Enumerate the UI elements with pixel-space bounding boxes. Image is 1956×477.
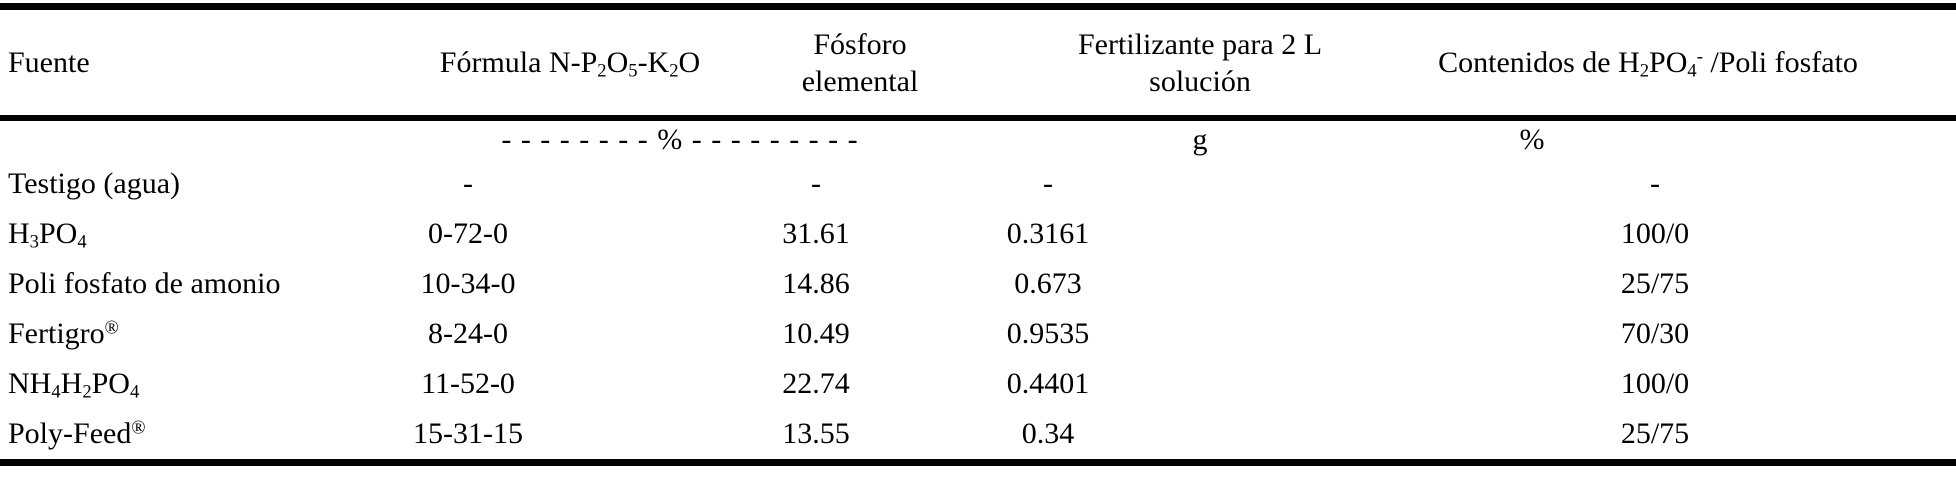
units-percent-dashes: - - - - - - - - % - - - - - - - - - — [501, 123, 859, 156]
col-header-fuente: Fuente — [0, 6, 390, 121]
cell-contenidos: 25/75 — [1620, 417, 1690, 450]
cell-fuente: Testigo (agua) — [8, 167, 181, 200]
cell-fertilizante: 0.673 — [1014, 267, 1082, 300]
col-header-fosforo-elemental: Fósforo elemental — [750, 6, 970, 121]
cell-contenidos: 25/75 — [1620, 267, 1690, 300]
fertilizer-sources-table: Fuente Fórmula N-P2O5-K2O Fósforo element… — [0, 3, 1956, 466]
cell-contenidos: 70/30 — [1620, 317, 1690, 350]
cell-fertilizante: 0.34 — [1021, 417, 1075, 450]
table-row: Poly-Feed® 15-31-15 13.55 0.34 25/75 — [0, 409, 1956, 463]
table-row: NH4H2PO4 11-52-0 22.74 0.4401 100/0 — [0, 359, 1956, 409]
table-row: H3PO4 0-72-0 31.61 0.3161 100/0 — [0, 209, 1956, 259]
cell-formula: 8-24-0 — [428, 317, 508, 350]
cell-fosforo: 10.49 — [782, 317, 850, 350]
cell-formula: 0-72-0 — [428, 217, 508, 250]
cell-fertilizante: 0.3161 — [1006, 217, 1090, 250]
cell-fosforo: 14.86 — [782, 267, 850, 300]
table-header: Fuente Fórmula N-P2O5-K2O Fósforo element… — [0, 6, 1956, 121]
header-row: Fuente Fórmula N-P2O5-K2O Fósforo element… — [0, 6, 1956, 121]
col-header-contenidos: Contenidos de H2PO4- /Poli fosfato — [1430, 6, 1956, 121]
cell-fuente: NH4H2PO4 — [8, 367, 140, 403]
units-percent: % — [1519, 123, 1545, 156]
units-grams: g — [1192, 123, 1208, 156]
cell-fertilizante: - — [1043, 167, 1053, 200]
cell-formula: - — [463, 167, 473, 200]
cell-fuente: Fertigro® — [8, 317, 119, 350]
cell-fosforo: 31.61 — [782, 217, 850, 250]
cell-fosforo: 13.55 — [782, 417, 850, 450]
cell-contenidos: 100/0 — [1620, 367, 1690, 400]
cell-fertilizante: 0.9535 — [1006, 317, 1090, 350]
table-body: - - - - - - - - % - - - - - - - - - g % … — [0, 118, 1956, 463]
table-row: Fertigro® 8-24-0 10.49 0.9535 70/30 — [0, 309, 1956, 359]
units-empty-cell — [0, 118, 390, 159]
cell-contenidos: 100/0 — [1620, 217, 1690, 250]
col-header-formula: Fórmula N-P2O5-K2O — [390, 6, 750, 121]
cell-fuente: H3PO4 — [8, 217, 87, 253]
cell-fuente: Poli fosfato de amonio — [8, 267, 281, 300]
cell-formula: 10-34-0 — [420, 267, 516, 300]
cell-fosforo: - — [811, 167, 821, 200]
table-row: Poli fosfato de amonio 10-34-0 14.86 0.6… — [0, 259, 1956, 309]
units-row: - - - - - - - - % - - - - - - - - - g % — [0, 118, 1956, 159]
cell-fuente: Poly-Feed® — [8, 417, 146, 450]
cell-formula: 15-31-15 — [413, 417, 523, 450]
cell-fertilizante: 0.4401 — [1006, 367, 1090, 400]
table-row: Testigo (agua) - - - - — [0, 159, 1956, 209]
cell-fosforo: 22.74 — [782, 367, 850, 400]
cell-formula: 11-52-0 — [421, 367, 515, 400]
cell-contenidos: - — [1650, 167, 1660, 200]
